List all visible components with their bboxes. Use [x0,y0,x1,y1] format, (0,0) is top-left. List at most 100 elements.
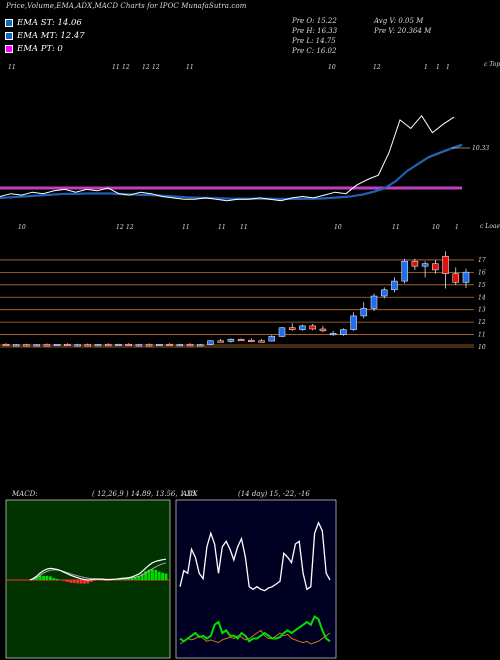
mid-tick-label: 11 [240,224,248,231]
macd-hist-bar [103,580,107,581]
mid-right-label: c Loaena [480,223,500,230]
macd-hist-bar [66,580,69,582]
macd-hist-bar [140,573,144,580]
macd-hist-bar [72,580,76,584]
macd-hist-bar [130,578,134,580]
macd-hist-bar [117,579,120,580]
candle-body [2,344,10,347]
mid-tick-label: 11 [218,224,226,231]
top-tick-label: 12 [373,64,381,71]
candle-body [401,260,408,282]
candle-body [166,344,173,347]
macd-hist-bar [35,577,39,580]
candle-body [227,339,235,342]
mid-tick-label: 10 [432,224,440,231]
candle-body [462,271,470,283]
candle-body [268,336,276,342]
candle-body [380,289,388,297]
candle-body [23,344,30,347]
stat-prev-volume: Pre V: 20.364 M [374,27,432,35]
macd-hist-bar [110,580,113,581]
macd-hist-bar [164,573,168,580]
macd-hist-bar [89,580,93,582]
macd-hist-bar [45,575,49,580]
candle-body [248,339,255,342]
legend-label-mt: EMA MT: 12.47 [17,30,85,41]
macd-title: MACD: [12,490,38,498]
macd-hist-bar [83,580,86,584]
legend-label-pt: EMA PT: 0 [17,43,63,54]
ema-mt-line [0,145,463,201]
candle-body [278,327,286,337]
annotation-value: 10.33 [472,145,489,152]
candle-body [125,344,132,347]
macd-line [29,558,167,581]
macd-hist-bar [123,578,127,580]
mid-tick-label: 10 [334,224,342,231]
legend-swatch-pt [5,44,13,53]
candle-body [288,327,296,330]
candle-body [370,295,378,309]
candle-body [196,344,204,347]
legend-swatch-st [5,18,13,27]
top-tick-label: 10 [328,64,336,71]
stat-avg-volume: Avg V: 0.05 M [374,17,424,25]
candle-body [156,344,163,347]
legend-label-st: EMA ST: 14.06 [17,17,82,28]
top-tick-label: 1 [424,64,428,71]
candle-body [237,339,245,342]
macd-hist-bar [151,569,154,580]
candle-body [74,344,81,347]
candle-body [43,344,51,347]
adx-line [179,521,331,592]
mid-tick-label: 11 [392,224,400,231]
candle-body [84,344,92,347]
macd-hist-bar [120,579,124,580]
candle-body [360,308,368,317]
top-tick-label: 12 [152,64,160,71]
mid-tick-label: 11 [182,224,190,231]
price-tick-label: 17 [478,257,486,264]
adx-params: (14 day) 15, -22, -16 [238,490,310,498]
price-tick-label: 15 [478,282,486,289]
candle-body [104,344,112,347]
candle-body [442,255,449,274]
top-tick-label: 11 [112,64,120,71]
top-tick-label: 12 [122,64,130,71]
macd-hist-bar [62,580,66,582]
macd-hist-bar [69,580,73,583]
candle-body [217,340,224,343]
candle-body [309,325,316,330]
stat-prev-low: Pre L: 14.75 [292,37,336,45]
mid-tick-label: 1 [455,224,459,231]
macd-hist-bar [154,569,158,580]
legend-ema-pt: EMA PT: 0 [5,42,63,55]
candle-body [145,344,153,347]
top-tick-label: 11 [186,64,194,71]
top-tick-label: 12 [142,64,150,71]
candle-body [329,333,337,336]
macd-hist-bar [93,580,96,581]
price-tick-label: 11 [478,332,486,339]
macd-hist-bar [144,571,147,580]
candle-body [452,273,460,283]
candle-body [319,328,327,332]
macd-hist-bar [100,580,103,581]
macd-hist-bar [55,578,59,580]
price-tick-label: 13 [478,307,486,314]
price-tick-label: 12 [478,319,486,326]
legend-ema-mt: EMA MT: 12.47 [5,29,85,42]
candle-body [64,344,71,347]
candle-body [411,260,419,267]
top-tick-label: 11 [8,64,16,71]
mid-tick-label: 12 [116,224,124,231]
stat-prev-close: Pre C: 16.02 [292,47,337,55]
macd-hist-bar [134,576,137,580]
stat-prev-high: Pre H: 16.33 [292,27,338,35]
macd-hist-bar [161,572,164,580]
candle-body [176,344,184,347]
candle-body [53,344,61,347]
price-line [0,114,455,202]
macd-hist-bar [147,569,151,580]
macd-hist-bar [42,575,45,580]
